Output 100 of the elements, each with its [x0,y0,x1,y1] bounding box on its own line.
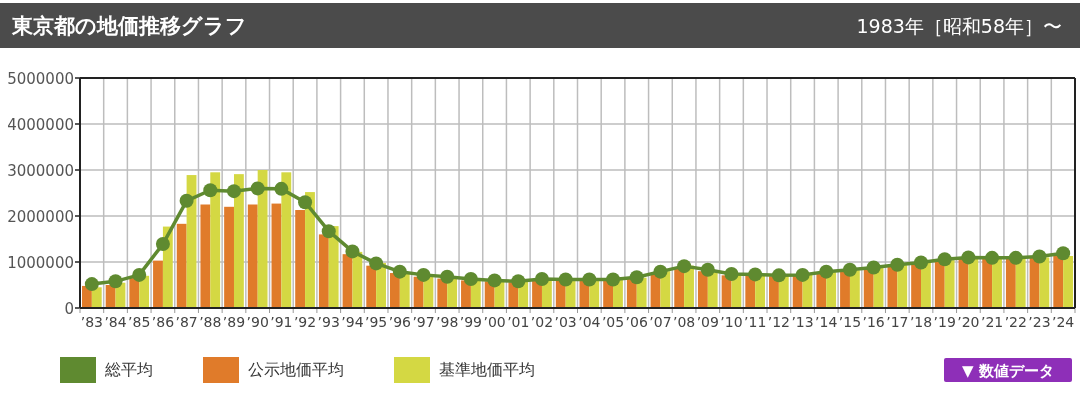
bar [1053,253,1064,308]
point [700,262,715,277]
point [937,252,952,267]
y-tick-label: 2000000 [7,208,74,226]
x-tick-label: ’20 [957,314,980,330]
x-tick-label: ’86 [151,314,175,330]
bar [863,268,874,308]
bar [674,267,685,308]
bar [944,260,955,308]
y-tick-label: 5000000 [7,70,74,88]
x-tick-label: ’15 [838,314,862,330]
x-tick-label: ’88 [199,314,222,330]
x-tick-label: ’87 [175,314,198,330]
point [487,273,502,288]
bar [968,258,979,308]
x-tick-label: ’11 [744,314,767,330]
chart-title: 東京都の地価推移グラフ [11,14,247,38]
point [132,267,147,282]
point [274,181,289,196]
point [1032,249,1047,264]
x-tick-label: ’09 [696,314,719,330]
x-tick-label: ’97 [412,314,435,330]
x-tick-label: ’94 [341,314,364,330]
y-tick-label: 4000000 [7,116,74,134]
x-tick-label: ’19 [933,314,956,330]
x-tick-label: ’91 [270,314,293,330]
point [298,195,313,210]
point [795,267,810,282]
bar [233,174,244,308]
bar [210,172,221,308]
bar [318,234,329,308]
point [582,272,597,287]
bar [992,258,1002,308]
x-tick-label: ’93 [317,314,340,330]
x-tick-label: ’85 [128,314,151,330]
point [866,260,881,275]
legend-label: 総平均 [104,360,153,379]
x-tick-label: ’00 [483,314,506,330]
point [463,272,478,287]
x-tick-label: ’22 [1004,314,1027,330]
x-tick-label: ’83 [80,314,103,330]
bar [1005,258,1016,308]
bar [247,204,258,308]
point [842,262,857,277]
x-tick-label: ’01 [507,314,530,330]
bar [129,278,140,308]
legend-label: 基準地価平均 [439,360,535,379]
x-tick-label: ’16 [862,314,885,330]
bar [911,263,922,308]
point [629,270,644,285]
bar [982,258,993,308]
x-tick-label: ’03 [554,314,577,330]
point [1056,246,1071,261]
point [108,274,123,289]
y-tick-label: 1000000 [7,254,74,272]
bar [389,273,400,308]
point [416,267,431,282]
point [250,181,265,196]
point [203,183,218,198]
x-tick-label: ’18 [909,314,933,330]
point [392,264,407,279]
point [179,193,194,208]
button: ▼ 数値データ [944,358,1072,382]
bar [305,192,315,308]
bar [1015,258,1026,308]
x-tick-label: ’08 [672,314,696,330]
point [321,224,336,239]
x-tick-label: ’14 [815,314,838,330]
x-tick-label: ’06 [625,314,648,330]
bar [295,210,306,308]
y-tick-label: 3000000 [7,162,74,180]
point [677,259,692,274]
bar [271,203,282,308]
bar [224,206,234,308]
bar [1039,257,1050,308]
bar [257,170,268,308]
point [1008,250,1023,265]
point [985,250,1000,265]
bar [840,271,850,308]
x-tick-label: ’96 [388,314,412,330]
point [606,272,621,287]
point [724,266,739,281]
bar [745,275,756,308]
bar [352,251,363,308]
point [155,237,170,252]
x-tick-label: ’92 [293,314,317,330]
bar [697,271,708,308]
point [440,269,455,284]
bar [153,260,163,308]
x-tick-label: ’02 [530,314,554,330]
bar [281,172,292,308]
bar [921,262,931,308]
x-tick-label: ’21 [980,314,1004,330]
x-tick-label: ’84 [104,314,127,330]
x-tick-label: ’90 [246,314,269,330]
x-tick-label: ’17 [886,314,909,330]
x-tick-label: ’13 [791,314,814,330]
bar [816,273,827,308]
x-tick-label: ’12 [767,314,790,330]
x-tick-label: ’23 [1028,314,1051,330]
